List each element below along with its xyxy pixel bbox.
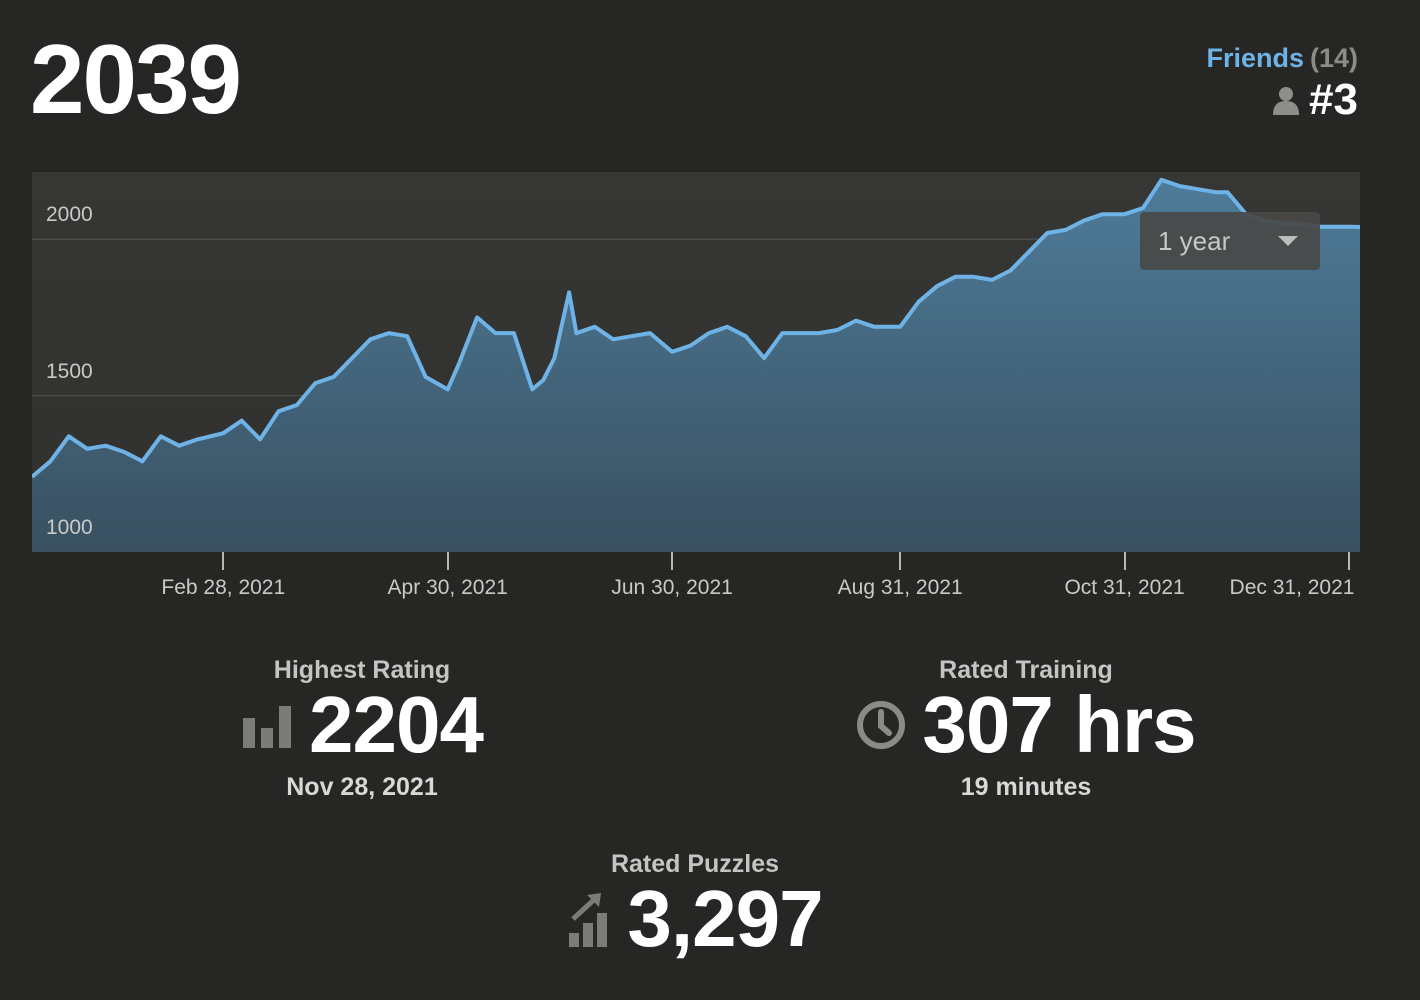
x-axis: Feb 28, 2021 Apr 30, 2021 Jun 30, 2021 Aug … bbox=[32, 552, 1360, 612]
rated-training-value: 307 hrs bbox=[922, 680, 1196, 769]
rated-puzzles-stat: Rated Puzzles 3,297 bbox=[495, 850, 895, 959]
x-tick-label: Feb 28, 2021 bbox=[161, 576, 286, 599]
rated-training-stat: Rated Training 307 hrs 19 minutes bbox=[806, 656, 1246, 802]
time-range-select[interactable]: 1 year bbox=[1140, 212, 1320, 270]
current-rating: 2039 bbox=[30, 24, 242, 134]
friends-rank: #3 bbox=[1206, 74, 1358, 124]
highest-rating-date: Nov 28, 2021 bbox=[286, 773, 438, 801]
x-tick-label: Dec 31, 2021 bbox=[1229, 576, 1355, 599]
time-range-label: 1 year bbox=[1158, 225, 1231, 256]
clock-icon bbox=[856, 700, 906, 750]
rating-chart: 2000 1500 1000 1 year bbox=[32, 172, 1360, 552]
rated-training-row: 307 hrs bbox=[806, 685, 1246, 765]
rated-training-title: Rated Training bbox=[939, 656, 1113, 684]
y-tick-label: 1000 bbox=[46, 516, 93, 539]
rating-line bbox=[32, 177, 1360, 479]
x-tick bbox=[1347, 552, 1350, 570]
friends-header: Friends (14) bbox=[1206, 43, 1358, 74]
rated-puzzles-title: Rated Puzzles bbox=[610, 850, 780, 878]
x-tick-label: Jun 30, 2021 bbox=[611, 576, 733, 599]
x-tick bbox=[222, 552, 225, 570]
highest-rating-title: Highest Rating bbox=[273, 656, 451, 684]
friends-panel: Friends (14) #3 bbox=[1206, 43, 1358, 124]
rated-training-minutes: 19 minutes bbox=[960, 773, 1092, 801]
friends-link[interactable]: Friends bbox=[1206, 43, 1304, 73]
highest-rating-stat: Highest Rating 2204 Nov 28, 2021 bbox=[160, 656, 564, 802]
x-tick-label: Apr 30, 2021 bbox=[387, 576, 508, 599]
highest-rating-row: 2204 bbox=[160, 685, 564, 765]
x-tick-label: Oct 31, 2021 bbox=[1064, 576, 1185, 599]
trending-up-icon bbox=[567, 891, 611, 947]
x-tick bbox=[671, 552, 674, 570]
rated-puzzles-value: 3,297 bbox=[627, 874, 823, 963]
x-tick-label: Aug 31, 2021 bbox=[837, 576, 963, 599]
y-tick-label: 2000 bbox=[46, 203, 93, 227]
rated-puzzles-row: 3,297 bbox=[495, 879, 895, 959]
friends-count: (14) bbox=[1309, 43, 1358, 73]
caret-down-icon bbox=[1278, 236, 1298, 246]
bar-chart-icon bbox=[241, 702, 293, 748]
x-tick bbox=[1123, 552, 1126, 570]
friends-rank-value: #3 bbox=[1309, 74, 1358, 124]
y-tick-label: 1500 bbox=[46, 359, 93, 383]
person-icon bbox=[1273, 86, 1300, 115]
rating-chart-plot bbox=[32, 177, 1360, 552]
highest-rating-value: 2204 bbox=[309, 680, 484, 769]
x-tick bbox=[899, 552, 902, 570]
rating-area bbox=[32, 179, 1360, 552]
x-tick bbox=[446, 552, 449, 570]
